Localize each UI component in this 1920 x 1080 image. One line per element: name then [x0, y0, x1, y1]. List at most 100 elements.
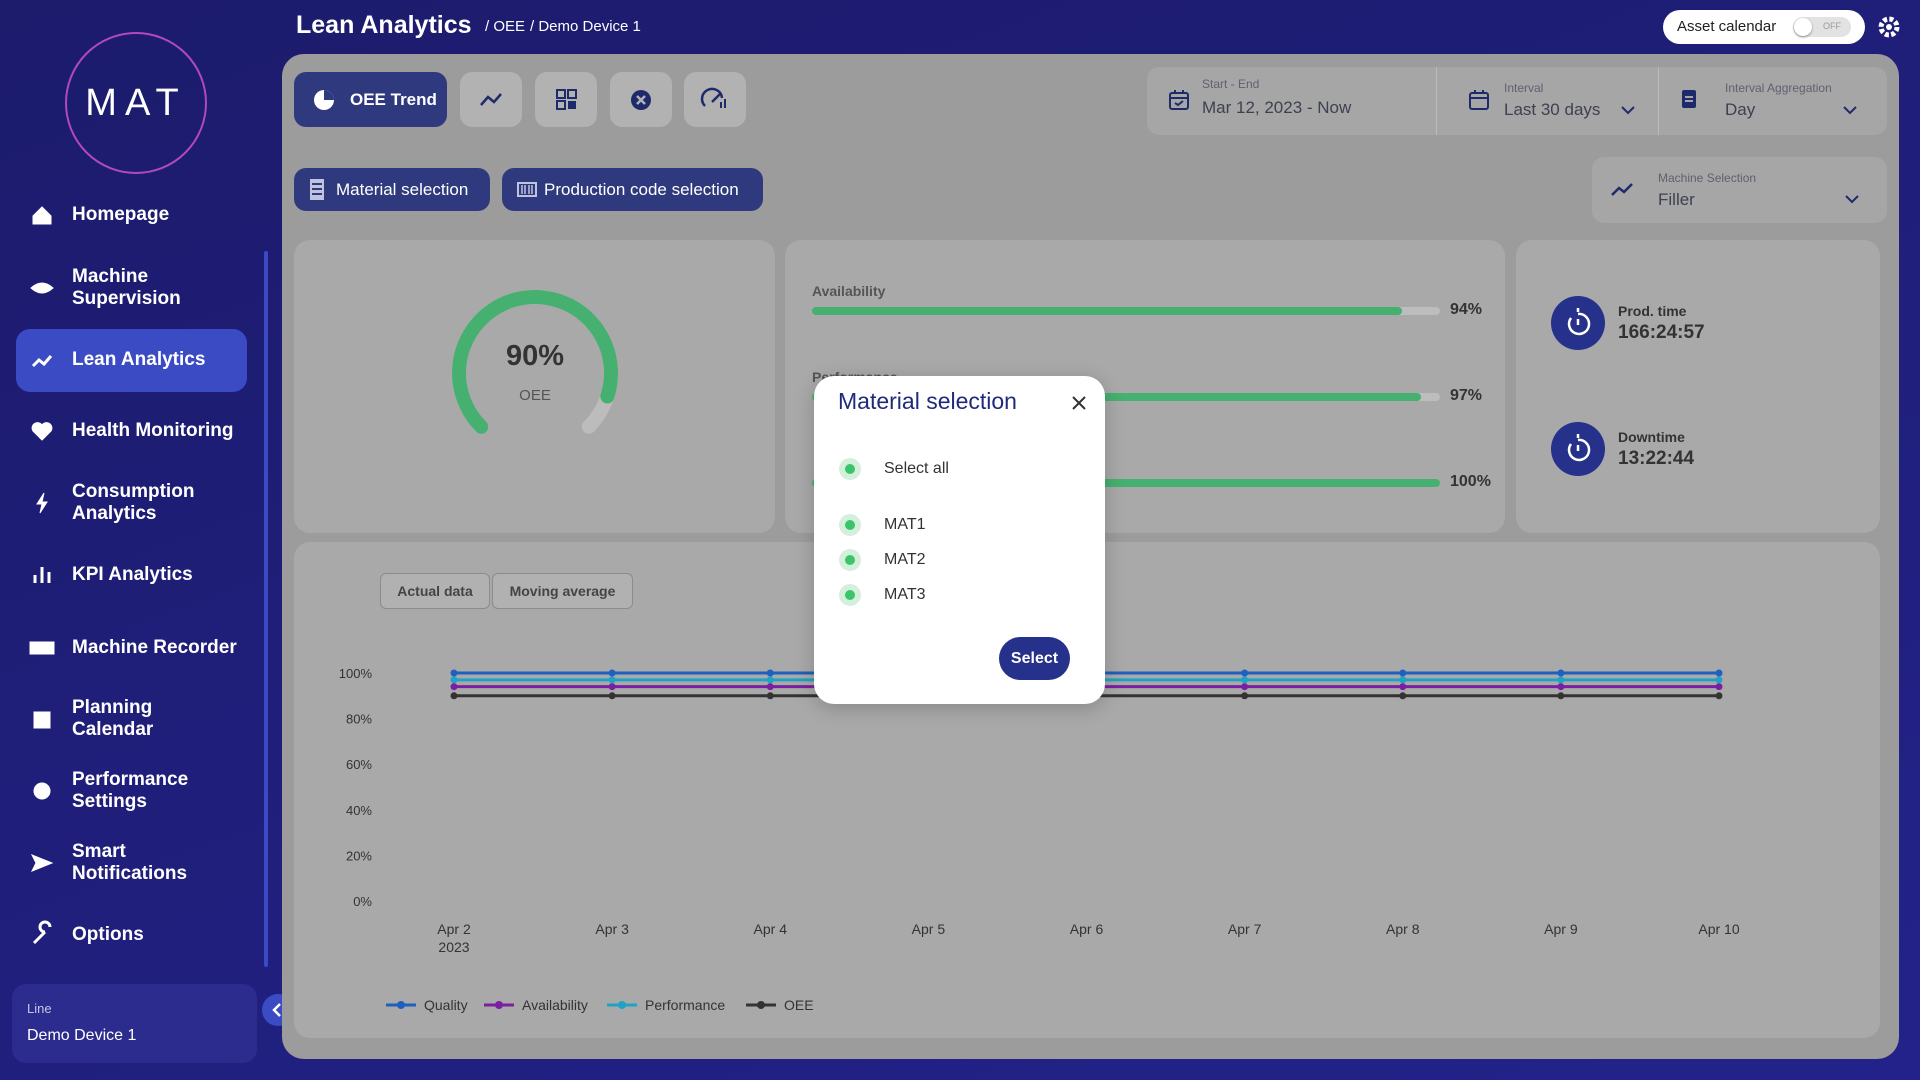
start-end-value[interactable]: Mar 12, 2023 - Now: [1202, 98, 1351, 118]
gauge-icon: [684, 72, 746, 127]
legend-label[interactable]: Quality: [424, 997, 468, 1013]
nav-icon: [27, 416, 57, 446]
nav-icon: [27, 704, 57, 734]
modal-title: Material selection: [838, 388, 1017, 415]
page-title: Lean Analytics: [296, 11, 472, 40]
nav-item[interactable]: Machine Recorder: [72, 637, 237, 659]
nav-item[interactable]: ConsumptionAnalytics: [72, 481, 194, 525]
logo[interactable]: MAT: [65, 32, 207, 174]
point: [609, 676, 616, 683]
icon-shape: [31, 283, 53, 293]
legend-label[interactable]: Performance: [645, 997, 725, 1013]
oee-trend-button[interactable]: OEE Trend: [294, 72, 447, 127]
chevron[interactable]: [1841, 101, 1859, 119]
gauge-label: OEE: [519, 387, 551, 404]
icon-button[interactable]: [684, 72, 746, 127]
settings-icon[interactable]: [1876, 14, 1902, 40]
x-tick-label: Apr 3: [595, 921, 629, 937]
start-end-label: Start - End: [1202, 77, 1259, 91]
nav-label: Planning: [72, 697, 153, 719]
asset-calendar-label: Asset calendar: [1677, 18, 1776, 35]
checkbox[interactable]: [839, 514, 861, 536]
nav-item[interactable]: SmartNotifications: [72, 841, 187, 885]
nav-item[interactable]: PerformanceSettings: [72, 769, 188, 813]
icon-shape: [34, 712, 50, 728]
interval-label: Interval: [1504, 81, 1543, 95]
nav-item[interactable]: Lean Analytics: [72, 349, 205, 371]
asset-calendar[interactable]: Asset calendar OFF: [1663, 10, 1865, 44]
close-button[interactable]: [1069, 393, 1089, 413]
checkbox[interactable]: [839, 549, 861, 571]
toggle[interactable]: OFF: [1793, 17, 1851, 37]
checkbox[interactable]: [839, 458, 861, 480]
breadcrumb[interactable]: / Demo Device 1: [530, 18, 641, 35]
item-label[interactable]: MAT2: [884, 551, 925, 569]
icon-button[interactable]: [610, 72, 672, 127]
nav-label: Analytics: [72, 503, 194, 525]
legend-label[interactable]: OEE: [784, 997, 814, 1013]
aggregation-value[interactable]: Day: [1725, 100, 1755, 120]
nav-icon: [27, 200, 57, 230]
nav-icon: [27, 848, 57, 878]
legend-dot: [397, 1001, 405, 1009]
x-tick-label: Apr 2: [437, 921, 471, 937]
material-button[interactable]: Material selection: [294, 168, 490, 211]
point: [767, 692, 774, 699]
nav-item[interactable]: KPI Analytics: [72, 564, 193, 586]
point: [1399, 683, 1406, 690]
icon-button[interactable]: [535, 72, 597, 127]
gauge-value: 90%: [506, 340, 564, 372]
point: [767, 683, 774, 690]
time-icon: [1551, 422, 1605, 476]
point: [767, 670, 774, 677]
legend-dot: [757, 1001, 765, 1009]
breadcrumb[interactable]: / OEE: [485, 18, 525, 35]
icon-shape: [33, 356, 51, 366]
point: [451, 692, 458, 699]
nav-item[interactable]: Homepage: [72, 204, 169, 226]
point: [1241, 676, 1248, 683]
nav-icon: [27, 633, 57, 663]
x-tick-label: Apr 5: [912, 921, 946, 937]
nav-item[interactable]: PlanningCalendar: [72, 697, 153, 741]
icon-shape: [35, 567, 49, 583]
legend-dot: [618, 1001, 626, 1009]
nav-item[interactable]: Health Monitoring: [72, 420, 233, 442]
point: [1716, 683, 1723, 690]
icon-shape: [37, 493, 47, 513]
nav-icon: [27, 488, 57, 518]
point: [1399, 692, 1406, 699]
oee-trend-icon: [294, 72, 350, 127]
chevron: [1843, 190, 1861, 208]
item-label[interactable]: MAT3: [884, 586, 925, 604]
nav-label: Machine: [72, 266, 181, 288]
oee-trend-text: OEE Trend: [350, 90, 437, 110]
production-button[interactable]: Production code selection: [502, 168, 763, 211]
legend-label[interactable]: Availability: [522, 997, 588, 1013]
nav-item[interactable]: MachineSupervision: [72, 266, 181, 310]
nav-item[interactable]: Options: [72, 924, 144, 946]
gauge: 90% OEE: [294, 240, 775, 533]
point: [609, 692, 616, 699]
trend-icon: [1609, 177, 1635, 203]
machine-selection[interactable]: Machine Selection Filler: [1592, 157, 1887, 223]
icon-button[interactable]: [460, 72, 522, 127]
bar-value: 97%: [1450, 387, 1482, 405]
line-value: Demo Device 1: [27, 1027, 136, 1045]
nav-label: Calendar: [72, 719, 153, 741]
nav-label: Settings: [72, 791, 188, 813]
nav-label: Options: [72, 924, 144, 946]
select-all[interactable]: Select all: [884, 460, 949, 478]
y-tick-label: 80%: [346, 712, 372, 727]
select-button[interactable]: Select: [999, 637, 1070, 680]
point: [451, 676, 458, 683]
chevron[interactable]: [1619, 101, 1637, 119]
time-icon: [1551, 296, 1605, 350]
interval-value[interactable]: Last 30 days: [1504, 100, 1600, 120]
item-label[interactable]: MAT1: [884, 516, 925, 534]
line-box[interactable]: Line Demo Device 1: [12, 984, 257, 1063]
checkbox[interactable]: [839, 584, 861, 606]
y-tick-label: 100%: [339, 666, 373, 681]
nav-icon: [27, 345, 57, 375]
